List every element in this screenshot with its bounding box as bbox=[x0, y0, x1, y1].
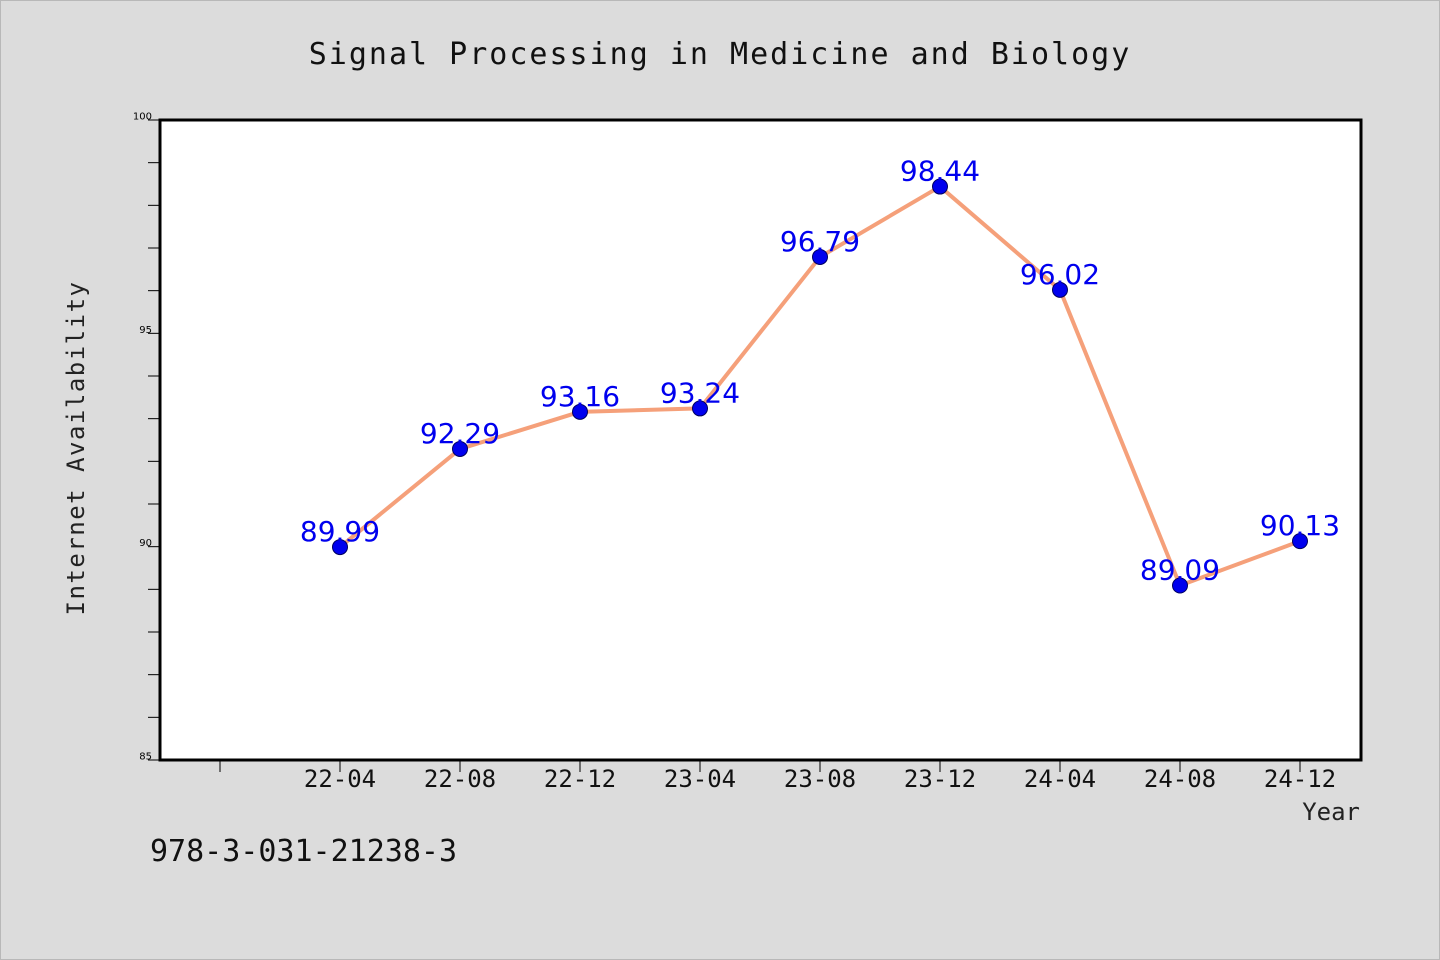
plot-area bbox=[158, 118, 1363, 762]
data-point bbox=[332, 539, 348, 556]
x-tick-label: 22-04 bbox=[304, 765, 376, 793]
y-tick-label: 95 bbox=[139, 325, 152, 336]
data-label: 98.44 bbox=[900, 155, 980, 188]
data-label: 93.24 bbox=[660, 376, 740, 409]
data-label: 92.29 bbox=[420, 417, 500, 450]
y-tick-label: 85 bbox=[139, 752, 152, 763]
y-tick-label: 90 bbox=[139, 538, 152, 549]
data-label: 89.99 bbox=[300, 515, 380, 548]
series-layer: 89.99 92.29 93.16 93.24 96.79 98.44 96.02 89.09… bbox=[300, 155, 1340, 594]
data-label: 89.09 bbox=[1140, 553, 1220, 586]
data-point bbox=[932, 178, 948, 195]
data-point bbox=[572, 403, 588, 420]
data-point bbox=[1292, 533, 1308, 550]
data-point bbox=[1172, 577, 1188, 594]
data-label: 90.13 bbox=[1260, 509, 1340, 542]
data-point bbox=[812, 248, 828, 265]
data-point bbox=[452, 440, 468, 457]
y-axis: 85 90 95 100 bbox=[133, 112, 160, 763]
x-tick-label: 24-04 bbox=[1024, 765, 1096, 793]
data-point bbox=[692, 400, 708, 417]
x-tick-label: 22-08 bbox=[424, 765, 496, 793]
isbn-text: 978-3-031-21238-3 bbox=[150, 834, 458, 869]
x-tick-label: 22-12 bbox=[544, 765, 616, 793]
data-label: 96.79 bbox=[780, 225, 860, 258]
data-point bbox=[1052, 281, 1068, 298]
y-axis-label: Internet Availability bbox=[62, 281, 90, 616]
x-tick-label: 24-12 bbox=[1264, 765, 1336, 793]
y-tick-label: 100 bbox=[133, 112, 152, 123]
x-tick-label: 23-12 bbox=[904, 765, 976, 793]
x-axis: 22-04 22-08 22-12 23-04 23-08 23-12 24-04 24-08… bbox=[219, 760, 1336, 793]
x-axis-label: Year bbox=[1302, 798, 1360, 826]
x-tick-label: 23-04 bbox=[664, 765, 736, 793]
x-tick-label: 24-08 bbox=[1144, 765, 1216, 793]
chart-title: Signal Processing in Medicine and Biolog… bbox=[309, 37, 1132, 72]
data-label: 93.16 bbox=[540, 380, 620, 413]
x-tick-label: 23-08 bbox=[784, 765, 856, 793]
data-label: 96.02 bbox=[1020, 258, 1100, 291]
